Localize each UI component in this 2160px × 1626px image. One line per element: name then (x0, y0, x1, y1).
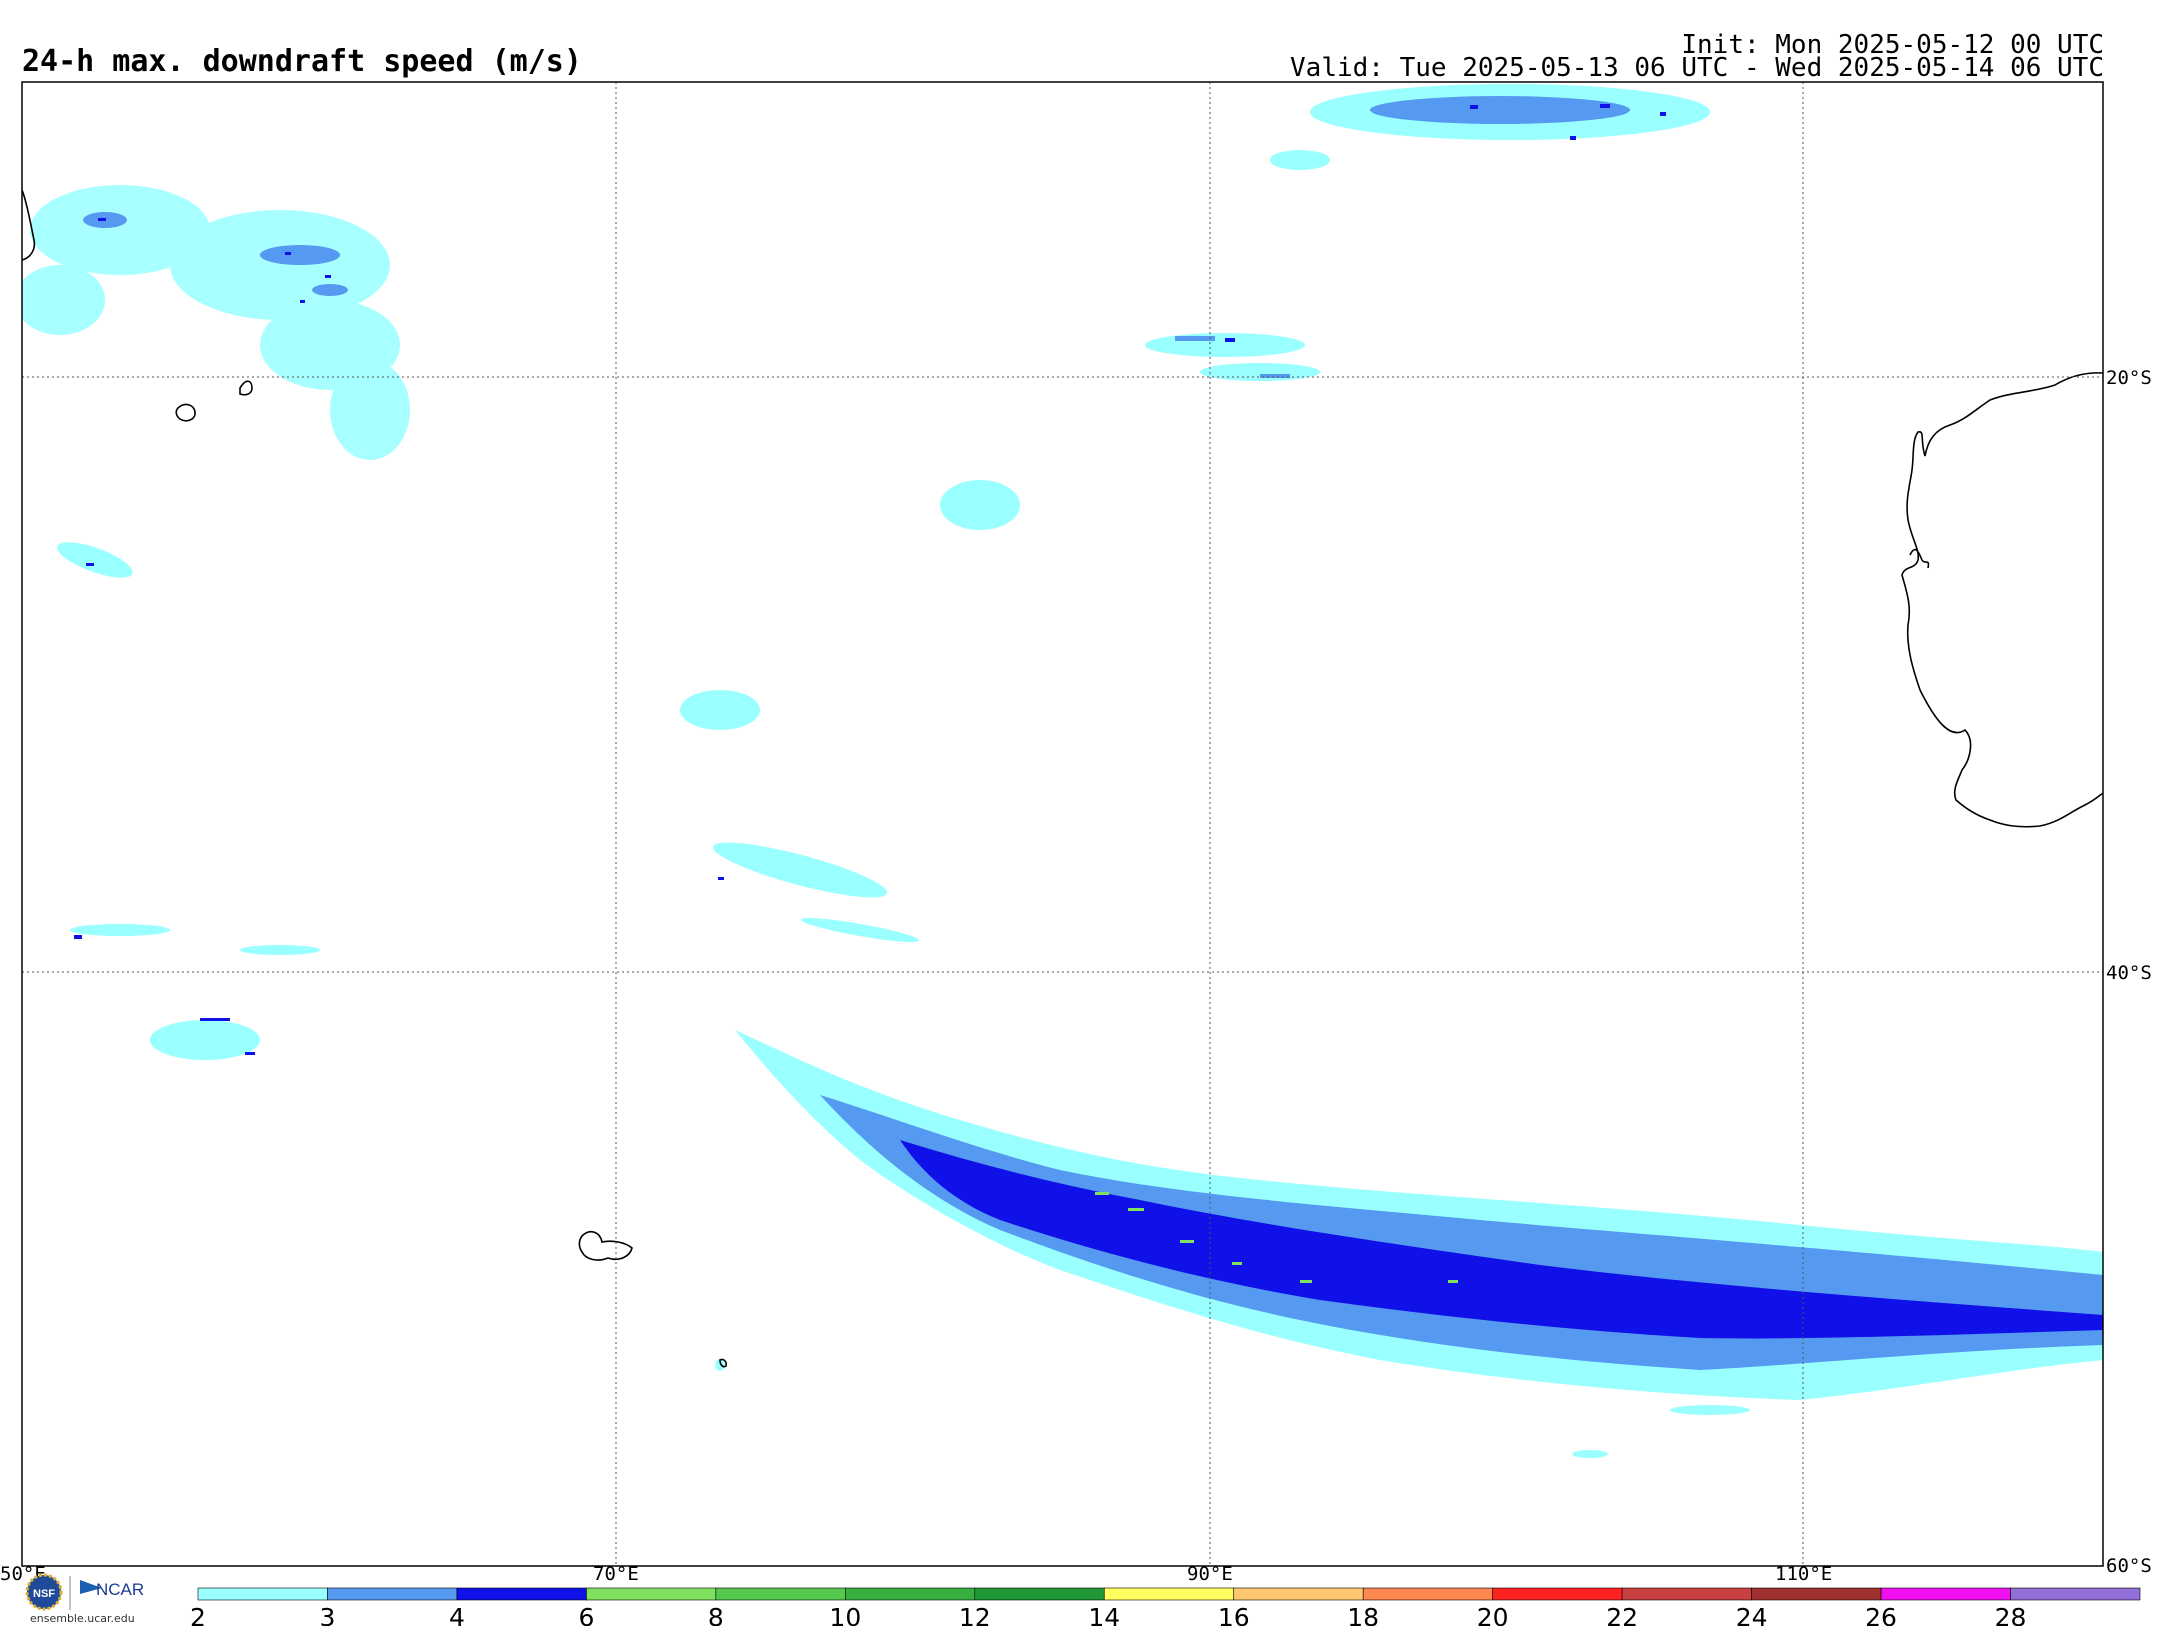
lon-label-110e: 110°E (1775, 1563, 1832, 1585)
australia-west-coast (1901, 372, 2103, 828)
shark-bay (1909, 548, 1930, 569)
lat-label-20s: 20°S (2106, 367, 2152, 389)
heard-island (719, 1358, 727, 1368)
scattered-dark (74, 563, 724, 1055)
kerguelen-island (578, 1230, 633, 1261)
downdraft-field (22, 82, 2103, 1566)
nw-cluster (22, 185, 410, 460)
valid-time: Valid: Tue 2025-05-13 06 UTC - Wed 2025-… (1290, 53, 2104, 83)
madagascar-coast (22, 189, 36, 261)
map-frame (21, 81, 2104, 1567)
lon-label-90e: 90°E (1187, 1563, 1233, 1585)
logo-url: ensemble.ucar.edu (30, 1612, 135, 1625)
north-cluster (1270, 84, 1710, 170)
mauritius-island (239, 380, 253, 396)
lat-label-40s: 40°S (2106, 962, 2152, 984)
nsf-logo-icon: NSF (25, 1573, 102, 1611)
lon-label-70e: 70°E (593, 1563, 639, 1585)
init-time: Init: Mon 2025-05-12 00 UTC (1681, 30, 2104, 60)
map-title: 24-h max. downdraft speed (m/s) (22, 44, 582, 79)
graticule (22, 82, 2103, 1566)
nsf-text: NSF (33, 1588, 55, 1600)
band-6-8-speckles (1095, 1192, 1458, 1283)
nsf-ncar-logo: NSF (24, 1570, 154, 1626)
coastlines (22, 189, 2103, 1368)
scattered-streaks (57, 480, 1750, 1458)
ncar-wordmark: NCAR (96, 1580, 145, 1599)
lat-label-60s: 60°S (2106, 1555, 2152, 1577)
central-cluster (1145, 333, 1320, 381)
nw-cluster-dark (98, 218, 331, 303)
ncar-mark-icon (80, 1580, 102, 1594)
reunion-island (175, 403, 196, 422)
band-4-6 (900, 1140, 2103, 1339)
